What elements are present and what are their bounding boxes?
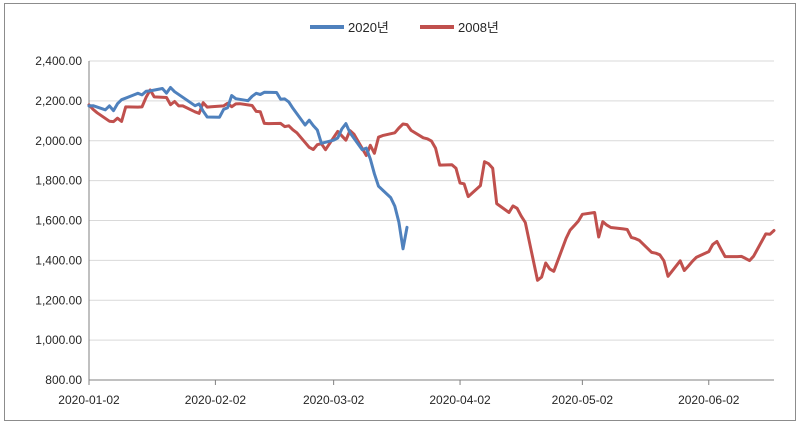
series	[87, 86, 776, 282]
x-tick-label: 2020-03-02	[303, 393, 365, 407]
series-line-2020	[87, 86, 409, 251]
y-tick-label: 1,000.00	[35, 333, 82, 347]
y-tick-label: 1,400.00	[35, 253, 82, 267]
y-tick-label: 2,200.00	[35, 94, 82, 108]
y-tick-label: 2,400.00	[35, 54, 82, 68]
legend-label-2020: 2020년	[348, 20, 389, 35]
x-tick-label: 2020-01-02	[58, 393, 120, 407]
x-tick-label: 2020-02-02	[185, 393, 247, 407]
y-tick-labels: 800.00 1,000.00 1,200.00 1,400.00 1,600.00 1,…	[35, 54, 82, 387]
y-tick-label: 2,000.00	[35, 134, 82, 148]
chart-frame	[4, 3, 796, 421]
series-line-2008	[87, 88, 776, 282]
y-tick-label: 1,800.00	[35, 174, 82, 188]
y-tick-label: 1,200.00	[35, 293, 82, 307]
x-tick-label: 2020-04-02	[429, 393, 491, 407]
x-tick-labels: 2020-01-02 2020-02-02 2020-03-02 2020-04-02…	[58, 380, 740, 407]
legend: 2020년 2008년	[310, 20, 499, 35]
gridlines	[89, 60, 774, 341]
x-tick-label: 2020-06-02	[678, 393, 740, 407]
legend-label-2008: 2008년	[458, 20, 499, 35]
y-tick-label: 800.00	[45, 373, 82, 387]
axes	[88, 61, 774, 381]
y-tick-label: 1,600.00	[35, 214, 82, 228]
x-tick-label: 2020-05-02	[552, 393, 614, 407]
